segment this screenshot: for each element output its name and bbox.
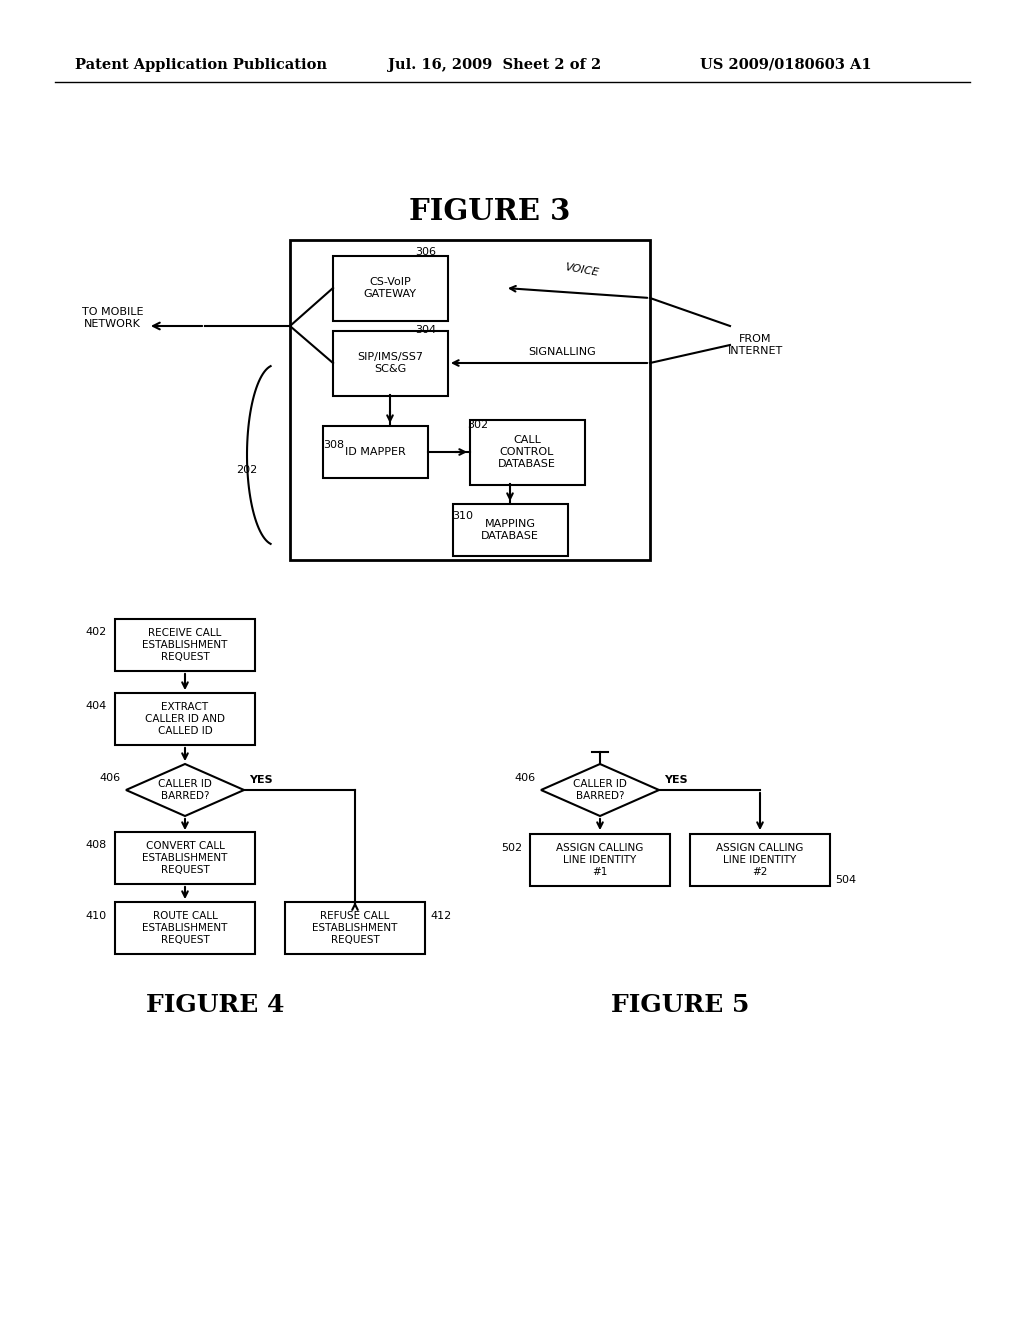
Text: FROM
INTERNET: FROM INTERNET bbox=[728, 334, 783, 356]
Polygon shape bbox=[126, 764, 244, 816]
Text: 406: 406 bbox=[515, 774, 536, 783]
Text: YES: YES bbox=[249, 775, 272, 785]
Bar bbox=[115, 619, 255, 671]
Text: FIGURE 4: FIGURE 4 bbox=[145, 993, 285, 1016]
Text: 306: 306 bbox=[415, 247, 436, 257]
Text: 504: 504 bbox=[835, 875, 856, 884]
Text: 404: 404 bbox=[86, 701, 106, 711]
Text: EXTRACT
CALLER ID AND
CALLED ID: EXTRACT CALLER ID AND CALLED ID bbox=[145, 702, 225, 737]
Polygon shape bbox=[541, 764, 659, 816]
Bar bbox=[115, 902, 255, 954]
Text: Jul. 16, 2009  Sheet 2 of 2: Jul. 16, 2009 Sheet 2 of 2 bbox=[388, 58, 601, 73]
Text: CALL
CONTROL
DATABASE: CALL CONTROL DATABASE bbox=[498, 434, 556, 470]
Bar bbox=[285, 902, 425, 954]
Bar bbox=[530, 834, 670, 886]
Bar bbox=[115, 832, 255, 884]
Text: SIGNALLING: SIGNALLING bbox=[528, 347, 596, 356]
Text: 402: 402 bbox=[86, 627, 106, 638]
Text: ASSIGN CALLING
LINE IDENTITY
#1: ASSIGN CALLING LINE IDENTITY #1 bbox=[556, 842, 644, 878]
Text: ROUTE CALL
ESTABLISHMENT
REQUEST: ROUTE CALL ESTABLISHMENT REQUEST bbox=[142, 911, 227, 945]
Text: 408: 408 bbox=[86, 840, 106, 850]
Text: SIP/IMS/SS7
SC&G: SIP/IMS/SS7 SC&G bbox=[357, 352, 423, 374]
Text: Patent Application Publication: Patent Application Publication bbox=[75, 58, 327, 73]
Bar bbox=[333, 330, 447, 396]
Text: ASSIGN CALLING
LINE IDENTITY
#2: ASSIGN CALLING LINE IDENTITY #2 bbox=[717, 842, 804, 878]
Bar bbox=[323, 426, 427, 478]
Text: 410: 410 bbox=[86, 911, 106, 921]
Text: 308: 308 bbox=[323, 440, 344, 450]
Bar bbox=[290, 240, 650, 560]
Text: 302: 302 bbox=[467, 420, 488, 430]
Text: MAPPING
DATABASE: MAPPING DATABASE bbox=[481, 519, 539, 541]
Text: CONVERT CALL
ESTABLISHMENT
REQUEST: CONVERT CALL ESTABLISHMENT REQUEST bbox=[142, 841, 227, 875]
Text: CALLER ID
BARRED?: CALLER ID BARRED? bbox=[158, 779, 212, 801]
Text: 406: 406 bbox=[100, 774, 121, 783]
Bar bbox=[469, 420, 585, 484]
Text: TO MOBILE
NETWORK: TO MOBILE NETWORK bbox=[82, 306, 143, 329]
Text: VOICE: VOICE bbox=[564, 263, 600, 279]
Text: CALLER ID
BARRED?: CALLER ID BARRED? bbox=[573, 779, 627, 801]
Text: FIGURE 5: FIGURE 5 bbox=[610, 993, 750, 1016]
Text: US 2009/0180603 A1: US 2009/0180603 A1 bbox=[700, 58, 871, 73]
Bar bbox=[333, 256, 447, 321]
Text: ID MAPPER: ID MAPPER bbox=[345, 447, 406, 457]
Bar bbox=[115, 693, 255, 744]
Bar bbox=[690, 834, 830, 886]
Text: 310: 310 bbox=[452, 511, 473, 521]
Text: 304: 304 bbox=[415, 325, 436, 335]
Text: RECEIVE CALL
ESTABLISHMENT
REQUEST: RECEIVE CALL ESTABLISHMENT REQUEST bbox=[142, 627, 227, 663]
Text: YES: YES bbox=[664, 775, 688, 785]
Text: FIGURE 3: FIGURE 3 bbox=[410, 198, 570, 227]
Text: 202: 202 bbox=[237, 465, 258, 475]
Text: 502: 502 bbox=[501, 843, 522, 853]
Text: 412: 412 bbox=[430, 911, 452, 921]
Text: CS-VoIP
GATEWAY: CS-VoIP GATEWAY bbox=[364, 277, 417, 300]
Bar bbox=[453, 504, 567, 556]
Text: REFUSE CALL
ESTABLISHMENT
REQUEST: REFUSE CALL ESTABLISHMENT REQUEST bbox=[312, 911, 397, 945]
